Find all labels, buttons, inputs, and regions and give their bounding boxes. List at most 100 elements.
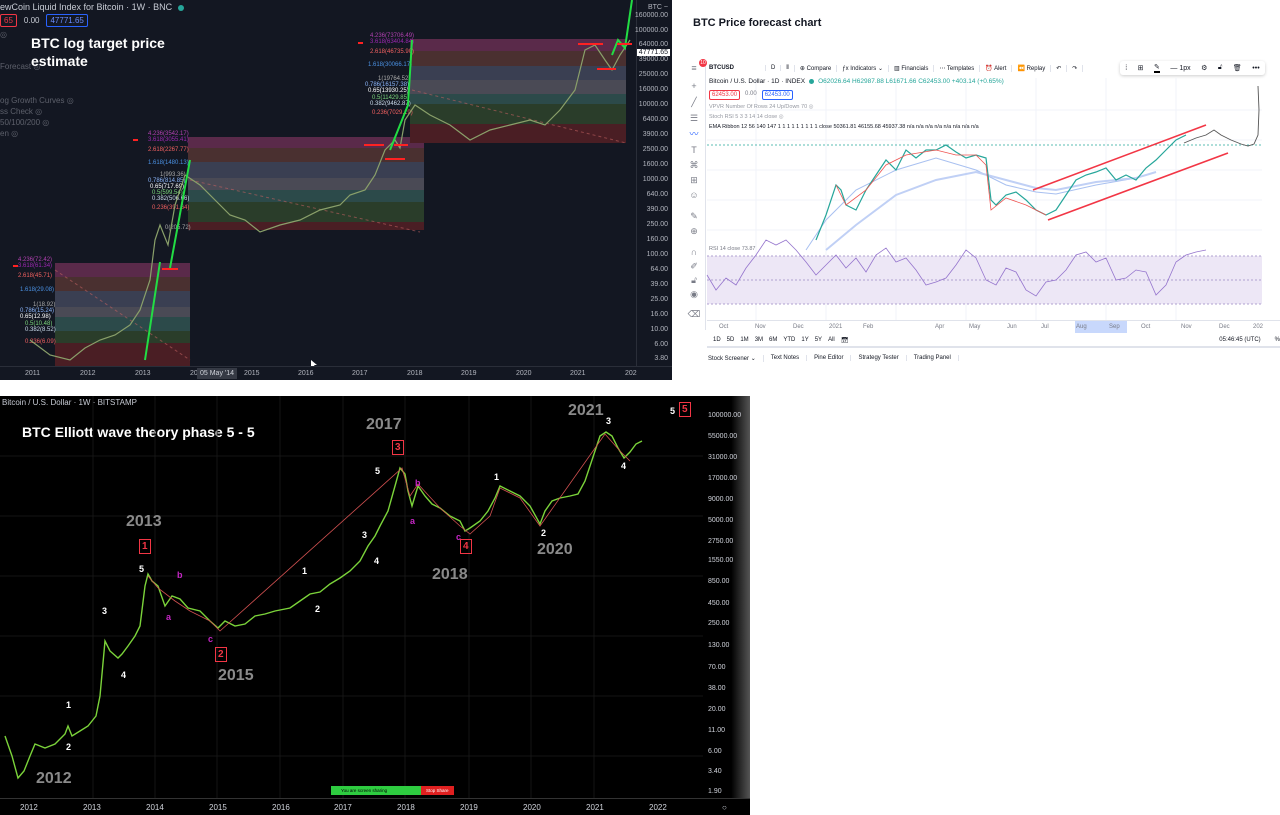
sell-value[interactable]: 62453.00 xyxy=(709,90,741,100)
fib-extension-block-3[interactable] xyxy=(410,39,626,143)
candles-icon[interactable]: ⫴ xyxy=(781,64,795,72)
price-axis[interactable]: 100000.00 55000.00 31000.00 17000.00 900… xyxy=(703,396,750,798)
major-wave-2: 2 xyxy=(215,647,227,662)
indicator-row[interactable]: ◎ xyxy=(0,30,7,39)
financials-button[interactable]: ▥ Financials xyxy=(889,64,935,72)
range-5d[interactable]: 5D xyxy=(726,337,735,343)
line-width-button[interactable]: — 1px xyxy=(1170,64,1191,72)
range-5y[interactable]: 5Y xyxy=(814,337,823,343)
indicator-row[interactable]: ss Check ◎ xyxy=(0,107,43,116)
indicator-row[interactable]: og Growth Curves ◎ xyxy=(0,96,74,105)
utc-clock[interactable]: 05:46:45 (UTC) xyxy=(1219,337,1261,343)
eye-icon[interactable]: ◎ xyxy=(66,96,74,105)
lock-icon[interactable]: 🔓︎ xyxy=(691,275,697,285)
tab-strategy-tester[interactable]: Strategy Tester xyxy=(851,355,907,361)
tab-text-notes[interactable]: Text Notes xyxy=(764,355,808,361)
fib-label: 0.65(12.98) xyxy=(20,314,51,320)
crosshair-icon[interactable]: + xyxy=(691,81,697,91)
settings-icon[interactable]: ○ xyxy=(722,803,727,812)
wave-label: 3 xyxy=(102,606,108,616)
time-axis[interactable]: 2012 2013 2014 2015 2016 2017 2018 2019 … xyxy=(0,798,750,815)
replay-button[interactable]: ⏪ Replay xyxy=(1012,64,1052,72)
eye-icon[interactable]: ◎ xyxy=(0,30,7,39)
templates-button[interactable]: ⋯ Templates xyxy=(934,64,981,72)
settings-icon[interactable]: ⚙ xyxy=(1201,65,1208,72)
drag-handle-icon[interactable]: ⁞ xyxy=(1125,64,1128,72)
sell-value[interactable]: 65 xyxy=(0,14,17,27)
fib-tool-icon[interactable]: ☰ xyxy=(689,113,699,123)
time-axis[interactable]: Oct Nov Dec 2021 Feb Apr May Jun Jul Aug… xyxy=(707,320,1280,333)
symbol-search[interactable]: BTCUSD xyxy=(704,65,766,71)
pattern-tool-icon[interactable]: 〰 xyxy=(689,129,699,139)
year-annotation: 2020 xyxy=(537,541,573,558)
indicator-row[interactable]: 50/100/200 ◎ xyxy=(0,118,50,127)
indicator-vpvr[interactable]: VPVR Number Of Rows 24 Up/Down 70 ◎ xyxy=(709,104,814,110)
trash-icon[interactable]: ⌫ xyxy=(687,309,701,319)
eye-icon[interactable]: ◎ xyxy=(42,118,50,127)
lock-drawing-icon[interactable]: ✐ xyxy=(690,261,698,271)
wave-label: 2 xyxy=(66,742,72,752)
rsi-legend: RSI 14 close 73.87 xyxy=(709,246,756,252)
symbol-legend: Bitcoin / U.S. Dollar · 1D · INDEX O62026… xyxy=(709,78,1004,85)
menu-icon[interactable]: ≡ 10 xyxy=(691,59,707,73)
indicator-ema-ribbon[interactable]: EMA Ribbon 12 56 140 147 1 1 1 1 1 1 1 1… xyxy=(709,124,979,130)
indicator-stoch-rsi[interactable]: Stoch RSI 5 3 3 14 14 close ◎ xyxy=(709,114,784,120)
buy-value[interactable]: 62453.00 xyxy=(761,90,793,100)
percent-toggle[interactable]: % xyxy=(1274,337,1280,343)
fib-extension-block-2[interactable] xyxy=(188,137,424,230)
alert-button[interactable]: ⏰ Alert xyxy=(980,64,1013,72)
fib-label: 0.382(9462.87) xyxy=(370,101,411,107)
indicator-row[interactable]: en ◎ xyxy=(0,129,19,138)
emoji-icon[interactable]: ☺ xyxy=(689,190,699,200)
price-axis[interactable]: BTC ~ 160000.00 100000.00 64000.00 39000… xyxy=(635,0,672,366)
pattern-icon[interactable]: ⌘ xyxy=(689,160,699,170)
year-annotation: 2012 xyxy=(36,770,72,787)
time-axis[interactable]: 2011 2012 2013 20 05 May '14 2015 2016 2… xyxy=(0,366,672,380)
major-wave-1: 1 xyxy=(139,539,151,554)
measure-icon[interactable]: ✎ xyxy=(690,211,698,221)
range-1d[interactable]: 1D xyxy=(713,337,721,343)
date-range-icon[interactable]: 📅︎ xyxy=(840,337,849,344)
range-all[interactable]: All xyxy=(828,337,835,343)
template-icon[interactable]: ⊞ xyxy=(1137,65,1144,72)
eye-icon[interactable]: ◎ xyxy=(33,62,41,71)
tab-pine-editor[interactable]: Pine Editor xyxy=(807,355,852,361)
more-icon[interactable]: ••• xyxy=(1252,64,1260,72)
page-title: BTC Price forecast chart xyxy=(693,17,822,29)
pencil-color-icon[interactable]: ✎ xyxy=(1154,64,1160,73)
text-tool-icon[interactable]: T xyxy=(691,145,697,155)
market-open-icon xyxy=(809,78,815,84)
tab-stock-screener[interactable]: Stock Screener ⌄ xyxy=(701,354,764,362)
range-1m[interactable]: 1M xyxy=(740,337,749,343)
fib-label: 0.382(506.66) xyxy=(152,196,190,202)
tab-trading-panel[interactable]: Trading Panel xyxy=(907,355,959,361)
price-plot xyxy=(13,0,633,369)
zoom-in-icon[interactable]: ⊕ xyxy=(690,226,698,236)
symbol-title: ewCoin Liquid Index for Bitcoin · 1W · B… xyxy=(0,2,173,12)
eye-icon[interactable]: ◎ xyxy=(35,107,43,116)
range-1y[interactable]: 1Y xyxy=(801,337,809,343)
trash-icon[interactable]: 🗑︎ xyxy=(1232,65,1242,72)
indicator-row[interactable]: Forecast ◎ xyxy=(0,62,41,71)
eye-icon[interactable]: ◉ xyxy=(690,289,698,299)
range-6m[interactable]: 6M xyxy=(769,337,778,343)
range-ytd[interactable]: YTD xyxy=(783,337,796,343)
fib-label: 1(993.36) xyxy=(160,172,186,178)
magnet-icon[interactable]: ∩ xyxy=(690,247,698,257)
buy-value[interactable]: 47771.65 xyxy=(46,14,88,27)
lock-icon[interactable]: 🔓︎ xyxy=(1217,64,1223,71)
trendline-icon[interactable]: ╱ xyxy=(691,97,697,107)
symbol-title[interactable]: Bitcoin / U.S. Dollar · 1D · INDEX xyxy=(709,78,806,85)
redo-icon[interactable]: ↷ xyxy=(1067,64,1084,72)
range-3m[interactable]: 3M xyxy=(754,337,764,343)
interval-button[interactable]: D xyxy=(766,65,782,71)
indicators-button[interactable]: ƒx Indicators ⌄ xyxy=(837,64,889,72)
eye-off-icon: ◎ xyxy=(808,104,814,110)
eye-icon[interactable]: ◎ xyxy=(11,129,19,138)
ruler-forecast-icon[interactable]: ⊞ xyxy=(690,175,698,185)
fib-label: 0.5(599.54) xyxy=(152,190,183,196)
undo-icon[interactable]: ↶ xyxy=(1051,64,1068,72)
compare-button[interactable]: ⊕ Compare xyxy=(795,64,838,72)
wave-label: 2 xyxy=(541,528,547,538)
stop-share-button[interactable]: Stop Share xyxy=(421,786,454,795)
